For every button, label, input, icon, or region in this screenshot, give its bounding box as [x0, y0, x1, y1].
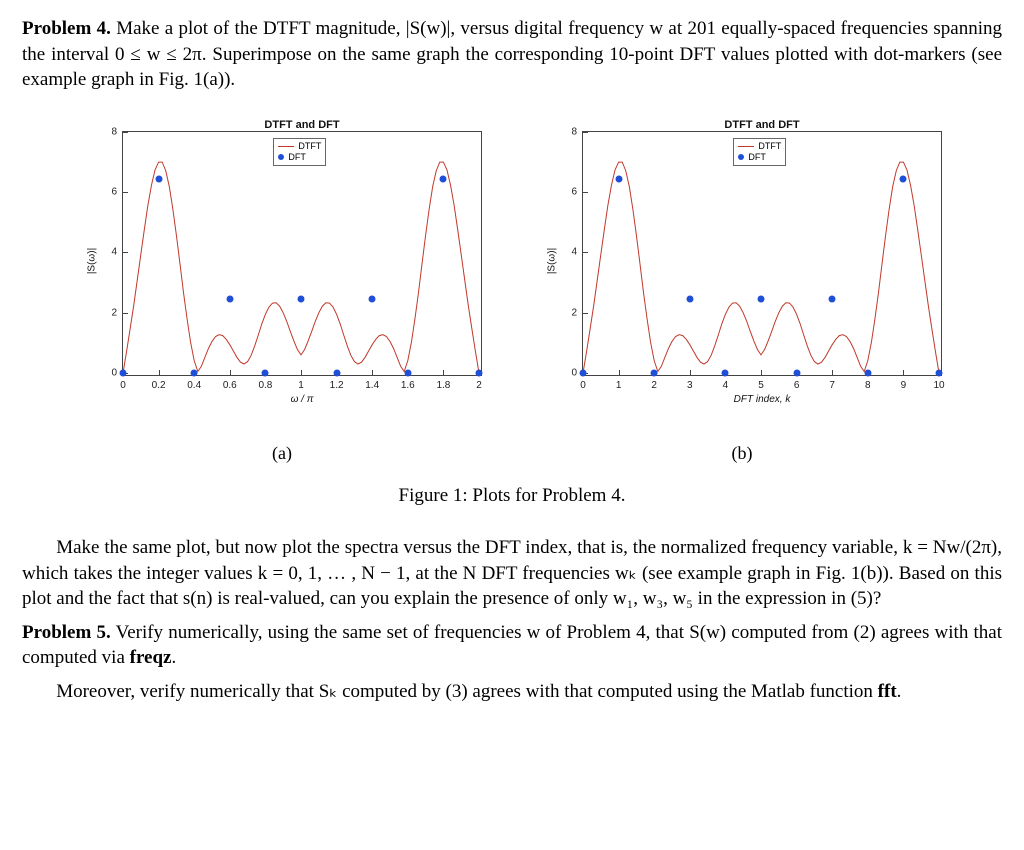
dft-marker — [758, 295, 765, 302]
xtick-label: 9 — [901, 379, 907, 393]
xtick-label: 0.2 — [152, 379, 166, 393]
ytick-label: 2 — [571, 306, 577, 320]
problem5-text-b: Moreover, verify numerically that Sₖ com… — [56, 681, 877, 702]
dft-marker — [722, 369, 729, 376]
xtick-label: 0 — [120, 379, 126, 393]
xtick-label: 0 — [580, 379, 586, 393]
chart-b-axes: DTFT and DFT DTFT DFT DFT index, k 02468… — [582, 131, 942, 376]
dtft-curve — [583, 132, 939, 373]
ytick-label: 4 — [111, 246, 117, 260]
chart-b: DTFT and DFT DTFT DFT DFT index, k 02468… — [527, 121, 957, 401]
figure-a-cell: DTFT and DFT DTFT DFT ω / π 0246800.20.4… — [67, 121, 497, 465]
dft-marker — [226, 295, 233, 302]
freqz-kw: freqz — [130, 647, 172, 668]
ytick-label: 4 — [571, 246, 577, 260]
problem4-text: Make a plot of the DTFT magnitude, |S(w)… — [22, 18, 1002, 90]
chart-b-title: DTFT and DFT — [724, 118, 799, 133]
dft-marker — [900, 175, 907, 182]
problem5-heading: Problem 5. — [22, 622, 111, 643]
dft-marker — [262, 369, 269, 376]
figure-b-cell: DTFT and DFT DTFT DFT DFT index, k 02468… — [527, 121, 957, 465]
problem5-paragraph-a: Problem 5. Verify numerically, using the… — [22, 620, 1002, 671]
chart-b-xlabel: DFT index, k — [734, 393, 791, 407]
chart-b-ylabel: |S(ω)| — [545, 248, 559, 274]
dft-marker — [404, 369, 411, 376]
ytick-label: 8 — [571, 125, 577, 139]
dft-marker — [580, 369, 587, 376]
ytick-label: 6 — [111, 185, 117, 199]
xtick-label: 1.4 — [365, 379, 379, 393]
chart-a-axes: DTFT and DFT DTFT DFT ω / π 0246800.20.4… — [122, 131, 482, 376]
ytick-label: 0 — [111, 366, 117, 380]
xtick-label: 0.4 — [187, 379, 201, 393]
dft-marker — [155, 175, 162, 182]
xtick-label: 2 — [651, 379, 657, 393]
ytick-label: 8 — [111, 125, 117, 139]
xtick-label: 7 — [829, 379, 835, 393]
dtft-curve — [123, 132, 479, 373]
xtick-label: 0.6 — [223, 379, 237, 393]
problem5-paragraph-b: Moreover, verify numerically that Sₖ com… — [22, 679, 1002, 705]
figure-caption: Figure 1: Plots for Problem 4. — [22, 483, 1002, 509]
xtick-label: 6 — [794, 379, 800, 393]
dft-marker — [686, 295, 693, 302]
dft-marker — [333, 369, 340, 376]
xtick-label: 3 — [687, 379, 693, 393]
chart-a-title: DTFT and DFT — [264, 118, 339, 133]
xtick-label: 0.8 — [258, 379, 272, 393]
problem4-heading: Problem 4. — [22, 18, 111, 39]
dft-marker — [369, 295, 376, 302]
xtick-label: 10 — [933, 379, 944, 393]
problem4-paragraph: Problem 4. Make a plot of the DTFT magni… — [22, 16, 1002, 93]
dft-marker — [793, 369, 800, 376]
xtick-label: 8 — [865, 379, 871, 393]
xtick-label: 1.8 — [436, 379, 450, 393]
xtick-label: 1.2 — [330, 379, 344, 393]
dft-marker — [440, 175, 447, 182]
xtick-label: 2 — [476, 379, 482, 393]
subcaption-a: (a) — [272, 441, 292, 465]
dft-marker — [615, 175, 622, 182]
xtick-label: 4 — [723, 379, 729, 393]
subcaption-b: (b) — [732, 441, 753, 465]
problem5-text-a2: . — [172, 647, 177, 668]
xtick-label: 1 — [298, 379, 304, 393]
dft-marker — [298, 295, 305, 302]
chart-a: DTFT and DFT DTFT DFT ω / π 0246800.20.4… — [67, 121, 497, 401]
problem4b-paragraph: Make the same plot, but now plot the spe… — [22, 535, 1002, 612]
dft-marker — [936, 369, 943, 376]
xtick-label: 1 — [616, 379, 622, 393]
ytick-label: 2 — [111, 306, 117, 320]
problem5-text-b2: . — [897, 681, 902, 702]
xtick-label: 1.6 — [401, 379, 415, 393]
dft-marker — [476, 369, 483, 376]
figure-row: DTFT and DFT DTFT DFT ω / π 0246800.20.4… — [22, 121, 1002, 465]
chart-a-xlabel: ω / π — [291, 393, 314, 407]
dft-marker — [191, 369, 198, 376]
dft-marker — [864, 369, 871, 376]
dft-marker — [651, 369, 658, 376]
ytick-label: 0 — [571, 366, 577, 380]
fft-kw: fft — [878, 681, 897, 702]
xtick-label: 5 — [758, 379, 764, 393]
ytick-label: 6 — [571, 185, 577, 199]
chart-a-ylabel: |S(ω)| — [85, 248, 99, 274]
dft-marker — [120, 369, 127, 376]
dft-marker — [829, 295, 836, 302]
